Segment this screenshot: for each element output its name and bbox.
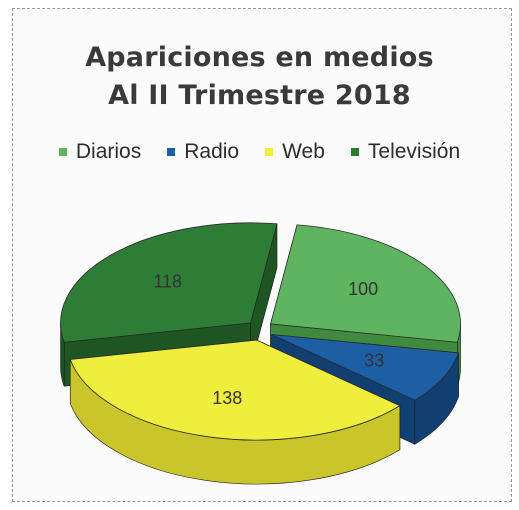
legend-label-television: Televisión <box>367 140 461 163</box>
legend-swatch-radio <box>167 148 176 156</box>
data-label-radio: 33 <box>364 351 384 371</box>
legend-entry-radio: Radio <box>167 140 239 164</box>
legend-swatch-diarios <box>58 148 67 156</box>
pie-slice-television <box>60 222 278 343</box>
legend-label-diarios: Diarios <box>75 140 142 163</box>
pie-tops <box>60 222 461 441</box>
chart-legend: Diarios Radio Web Televisión <box>0 140 519 164</box>
data-label-diarios: 100 <box>348 279 378 299</box>
legend-entry-diarios: Diarios <box>58 140 142 164</box>
chart-subtitle: Al II Trimestre 2018 <box>108 80 411 111</box>
legend-label-radio: Radio <box>184 140 240 163</box>
pie-slice-web <box>69 339 401 441</box>
legend-entry-television: Televisión <box>350 140 461 164</box>
pie-labels: 100 33 138 118 <box>153 272 384 408</box>
pie-slice-radio <box>271 334 460 401</box>
data-label-television: 118 <box>153 272 182 292</box>
legend-swatch-television <box>350 148 359 156</box>
legend-label-web: Web <box>282 140 325 163</box>
legend-entry-web: Web <box>265 140 325 164</box>
legend-swatch-web <box>265 148 274 156</box>
chart-title: Apariciones en medios <box>85 42 434 73</box>
data-label-web: 138 <box>212 388 242 408</box>
pie-slice-diarios <box>270 224 461 343</box>
